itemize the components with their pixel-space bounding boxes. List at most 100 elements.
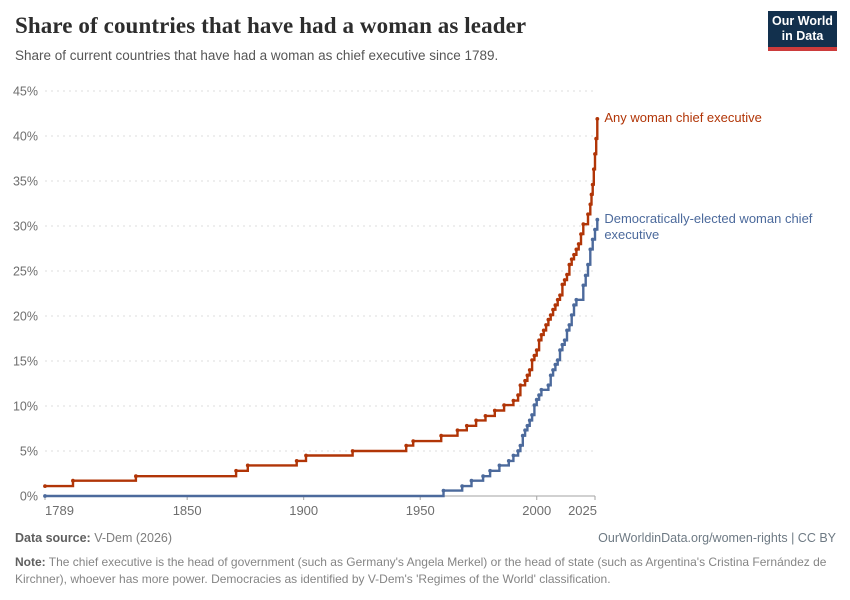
owid-logo[interactable]: Our World in Data [768,11,837,51]
series-point [511,453,516,458]
series-point [523,378,527,383]
series-point [586,212,590,217]
series-point [520,433,525,438]
data-source: Data source: V-Dem (2026) [15,531,172,545]
y-axis-tick-label: 45% [13,85,38,99]
y-axis-tick-label: 25% [13,265,38,279]
series-point [497,463,502,468]
series-point [532,403,537,407]
series-point [574,247,579,252]
series-point [551,368,555,372]
series-point [534,397,539,402]
y-axis-tick-label: 30% [13,220,38,234]
x-axis-tick-label: 2000 [522,503,551,518]
series-point [530,358,534,362]
series-point [483,414,488,418]
series-point [576,242,581,246]
series-point [523,428,527,433]
series-point [532,353,537,358]
series-point [492,408,497,413]
footer-links: OurWorldinData.org/women-rights | CC BY [598,531,836,545]
series-point [43,484,47,488]
data-source-label: Data source: [15,531,91,545]
series-point [469,478,474,483]
series-point [560,342,565,347]
series-point [593,227,597,232]
series-point [525,423,530,428]
x-axis-tick-label: 1950 [406,503,435,518]
series-point [43,494,47,498]
series-point [560,282,565,287]
series-point [488,468,493,473]
series-point [551,307,555,312]
series-point [581,283,586,288]
series-point [548,373,553,378]
series-point [245,463,250,468]
series-point [548,313,553,317]
series-point [591,167,596,172]
series-line-1 [45,219,599,498]
series-point [588,247,593,252]
y-axis-tick-label: 15% [13,355,38,369]
series-point [544,323,548,327]
series-point [546,383,551,388]
series-point [574,297,579,302]
series-point [481,474,486,479]
series-point [553,362,558,367]
series-point [516,393,520,398]
series-point [565,328,569,333]
series-point [527,418,532,423]
x-axis-tick-label: 2025 [568,503,597,518]
series-point [572,252,576,257]
chart-canvas: 0% 5% 10% 15% 20% 25% 30% 35% 40% 45% 1789 1850 1900… [13,85,600,518]
series-point [595,217,600,222]
series-point [589,192,594,197]
series-point [590,182,595,187]
series-line-0 [45,118,599,488]
series-point [460,484,465,488]
license-link[interactable]: CC BY [797,531,836,545]
series-point [133,474,138,479]
series-point [562,278,567,282]
series-point [539,387,544,392]
series-point [567,323,572,327]
series-point [525,373,530,378]
chart-footer: Data source: V-Dem (2026) OurWorldinData… [15,531,836,589]
series-point [537,393,541,398]
series-point [530,413,534,417]
series-point [553,303,558,308]
series-point [511,398,516,403]
series-label-dem-elected: Democratically-elected woman chief execu… [604,210,813,242]
y-axis-tick-label: 40% [13,130,38,144]
data-source-value: V-Dem (2026) [94,531,173,545]
y-axis-tick-label: 20% [13,310,38,324]
page-subtitle: Share of current countries that have had… [15,48,499,63]
series-point [567,262,572,267]
footer-separator: | [791,531,795,545]
series-point [537,338,541,343]
series-point [594,136,599,141]
x-axis-tick-label: 1789 [45,503,74,518]
series-point [558,348,562,353]
footnote-text: The chief executive is the head of gover… [15,555,827,587]
series-point [234,468,239,473]
series-point [350,449,355,453]
page-title: Share of countries that have had a woman… [15,13,527,38]
series-point [569,257,574,262]
owid-url-link[interactable]: OurWorldinData.org/women-rights [598,531,788,545]
series-point [464,423,469,428]
series-point [502,403,507,407]
series-label-any-woman: Any woman chief executive [604,109,762,125]
owid-logo-line1: Our World [772,14,833,28]
series-point [579,232,583,237]
series-point [71,478,75,483]
series-point [411,439,416,443]
series-point [304,453,308,458]
series-point [581,222,586,227]
y-axis-tick-label: 10% [13,400,38,414]
series-point [555,358,560,362]
series-point [518,443,523,448]
x-axis-tick-label: 1850 [173,503,202,518]
series-point [569,313,574,317]
